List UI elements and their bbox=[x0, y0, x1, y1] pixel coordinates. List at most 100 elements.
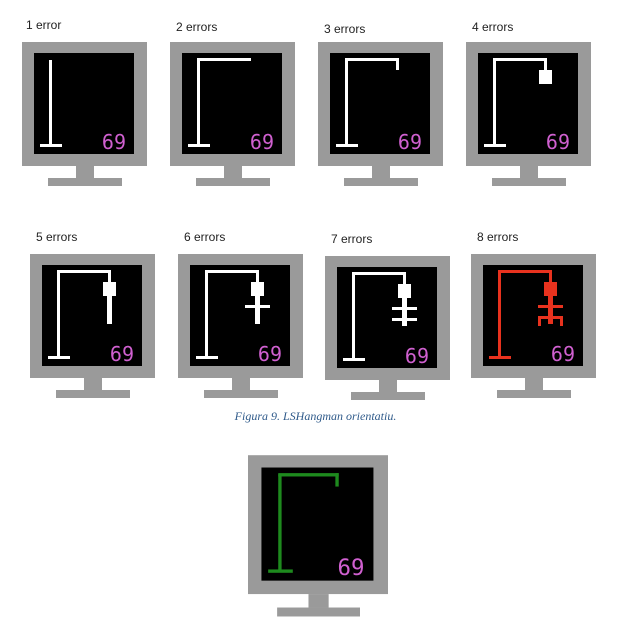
gallows-rope bbox=[544, 58, 547, 70]
hangman-body bbox=[255, 296, 260, 324]
gallows-pole bbox=[352, 273, 355, 360]
gallows-beam bbox=[498, 270, 552, 273]
monitor-neck bbox=[525, 378, 543, 390]
panel-3: 3 errors 69 bbox=[318, 18, 444, 188]
gallows-beam bbox=[197, 58, 251, 61]
hangman-body bbox=[402, 298, 407, 326]
gallows-beam bbox=[352, 272, 406, 275]
hangman-drawing bbox=[188, 58, 251, 147]
gallows-pole bbox=[57, 271, 60, 358]
hangman-arms bbox=[392, 307, 417, 310]
monitor: 69 bbox=[318, 42, 443, 186]
monitor: 69 bbox=[471, 254, 596, 398]
monitor: 69 bbox=[248, 455, 388, 617]
monitor-base bbox=[196, 178, 270, 186]
hangman-body bbox=[548, 296, 553, 324]
monitor-neck bbox=[520, 166, 538, 178]
monitor-base bbox=[277, 607, 360, 617]
monitor: 69 bbox=[30, 254, 155, 398]
gallows-rope bbox=[335, 473, 339, 487]
error-counter: 69 bbox=[102, 130, 126, 154]
monitor: 69 bbox=[22, 42, 147, 186]
gallows-rope bbox=[549, 270, 552, 282]
hangman-body bbox=[107, 296, 112, 324]
monitor-neck bbox=[308, 594, 329, 608]
gallows-pole bbox=[197, 59, 200, 146]
hangman-hips bbox=[392, 318, 417, 321]
panel-label: 6 errors bbox=[184, 230, 226, 244]
panel-2: 2 errors 69 bbox=[170, 18, 296, 188]
error-counter: 69 bbox=[398, 130, 422, 154]
monitor-neck bbox=[372, 166, 390, 178]
panel-label: 1 error bbox=[26, 18, 62, 32]
gallows-beam bbox=[278, 473, 339, 477]
gallows-beam bbox=[57, 270, 111, 273]
hangman-drawing bbox=[268, 473, 339, 573]
gallows-rope bbox=[403, 272, 406, 284]
panel-label: 2 errors bbox=[176, 20, 218, 34]
monitor: 69 bbox=[178, 254, 303, 398]
error-counter: 69 bbox=[258, 342, 282, 366]
hangman-head bbox=[251, 282, 264, 296]
hangman-arms bbox=[245, 305, 270, 308]
hangman-head bbox=[544, 282, 557, 296]
panel-7: 7 errors 69 bbox=[325, 232, 451, 402]
hangman-drawing bbox=[343, 272, 417, 361]
error-counter: 69 bbox=[546, 130, 570, 154]
gallows-pole bbox=[205, 271, 208, 358]
error-counter: 69 bbox=[551, 342, 575, 366]
gallows-pole bbox=[278, 474, 282, 572]
gallows-rope bbox=[256, 270, 259, 282]
monitor: 69 bbox=[325, 256, 450, 400]
monitor-base bbox=[497, 390, 571, 398]
gallows-pole bbox=[345, 59, 348, 146]
figure-caption: Figura 9. LSHangman orientatiu. bbox=[234, 409, 397, 423]
hangman-drawing bbox=[40, 60, 62, 147]
monitor-base bbox=[56, 390, 130, 398]
hangman-drawing bbox=[48, 270, 116, 359]
error-counter: 69 bbox=[110, 342, 134, 366]
panel-label: 3 errors bbox=[324, 22, 366, 36]
hangman-drawing bbox=[196, 270, 270, 359]
hangman-head bbox=[539, 70, 552, 84]
panel-8: 8 errors 69 bbox=[471, 230, 597, 400]
monitor-base bbox=[48, 178, 122, 186]
panel-5: 5 errors 69 bbox=[30, 230, 156, 400]
hangman-drawing bbox=[484, 58, 552, 147]
gallows-beam bbox=[493, 58, 547, 61]
hangman-hips bbox=[538, 316, 563, 319]
monitor-base bbox=[344, 178, 418, 186]
monitor-neck bbox=[224, 166, 242, 178]
hangman-drawing bbox=[336, 58, 399, 147]
gallows-beam bbox=[345, 58, 399, 61]
panel-label: 8 errors bbox=[477, 230, 519, 244]
panel-4: 4 errors 69 bbox=[466, 18, 592, 188]
monitor-base bbox=[204, 390, 278, 398]
hangman-right-leg bbox=[560, 316, 563, 326]
gallows-rope bbox=[396, 58, 399, 70]
hangman-left-leg bbox=[538, 316, 541, 326]
panel-win: 69 bbox=[248, 428, 388, 628]
panel-label: 7 errors bbox=[331, 232, 373, 246]
panel-6: 6 errors 69 bbox=[178, 230, 304, 400]
gallows-pole bbox=[498, 271, 501, 358]
monitor: 69 bbox=[170, 42, 295, 186]
monitor-neck bbox=[84, 378, 102, 390]
hangman-head bbox=[398, 284, 411, 298]
monitor-neck bbox=[76, 166, 94, 178]
monitor-neck bbox=[379, 380, 397, 392]
hangman-drawing bbox=[489, 270, 563, 359]
gallows-pole bbox=[493, 59, 496, 146]
error-counter: 69 bbox=[250, 130, 274, 154]
hangman-head bbox=[103, 282, 116, 296]
hangman-arms bbox=[538, 305, 563, 308]
panel-label: 4 errors bbox=[472, 20, 514, 34]
monitor: 69 bbox=[466, 42, 591, 186]
gallows-pole bbox=[49, 60, 52, 146]
panel-1: 1 error 69 bbox=[22, 18, 148, 188]
monitor-base bbox=[492, 178, 566, 186]
monitor-base bbox=[351, 392, 425, 400]
gallows-beam bbox=[205, 270, 259, 273]
gallows-rope bbox=[108, 270, 111, 282]
error-counter: 69 bbox=[338, 555, 365, 581]
